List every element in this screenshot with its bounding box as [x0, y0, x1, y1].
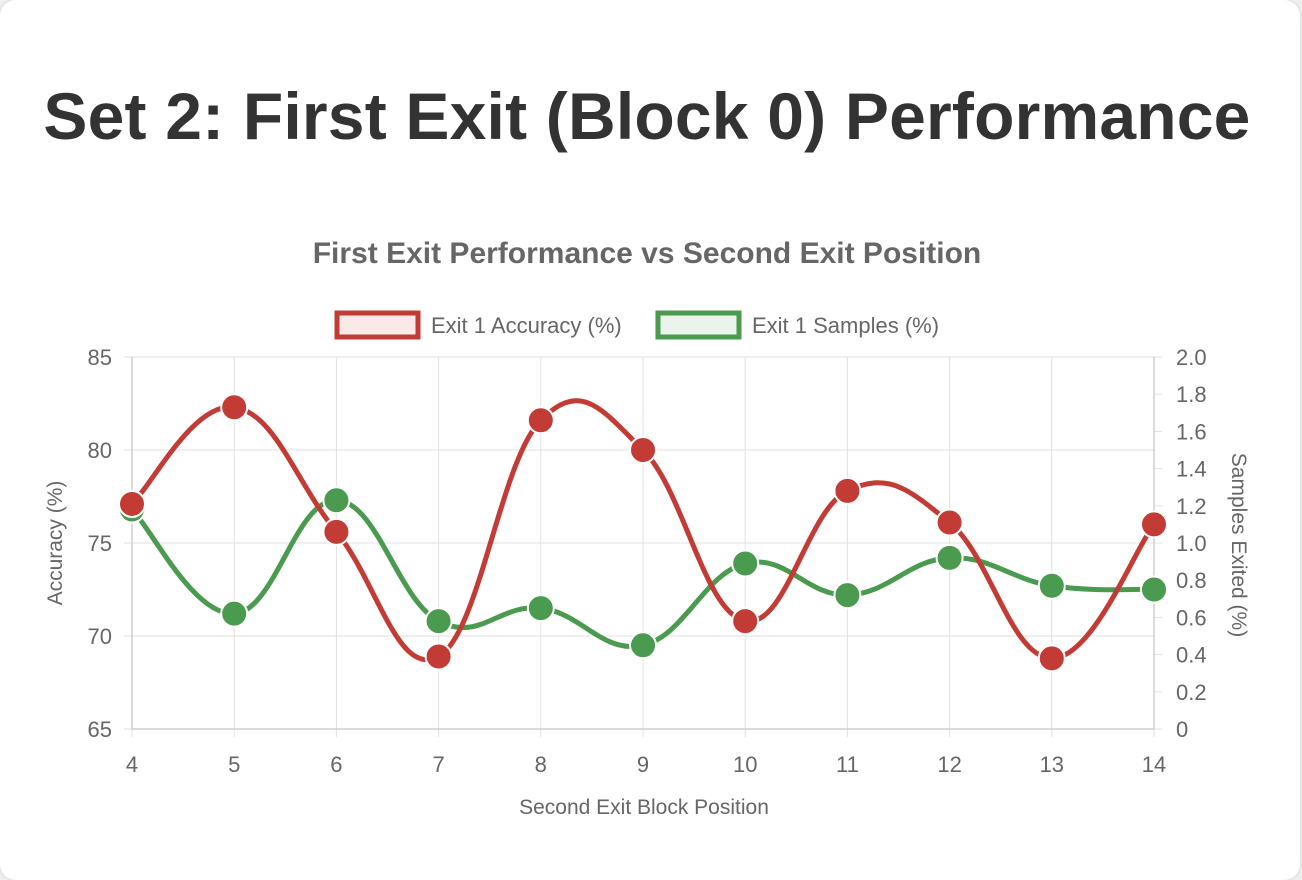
y2-tick-label: 1.2: [1176, 494, 1207, 519]
y2-tick-label: 0.8: [1176, 568, 1207, 593]
data-point-accuracy: [731, 607, 760, 636]
y2-tick-label: 0.2: [1176, 680, 1207, 705]
data-point-samples: [1140, 575, 1168, 604]
y2-tick-label: 1.0: [1176, 531, 1207, 556]
y2-axis-label: Samples Exited (%): [1227, 453, 1250, 637]
x-tick-label: 8: [535, 752, 547, 777]
data-point-accuracy: [935, 508, 964, 537]
y-tick-label: 75: [88, 531, 112, 556]
x-tick-label: 9: [637, 752, 649, 777]
axes: 4 5 6 7 8 9 10 11 12 13 14 85 80 75 70 65 2.0 1.8 1.6 1.4 1.…: [88, 345, 1207, 777]
y2-tick-label: 2.0: [1176, 345, 1207, 370]
x-tick-label: 13: [1040, 752, 1064, 777]
y2-tick-label: 1.8: [1176, 382, 1207, 407]
data-point-accuracy: [322, 517, 351, 546]
data-point-accuracy: [118, 489, 146, 518]
data-point-accuracy: [1140, 510, 1168, 539]
y2-tick-label: 0: [1176, 717, 1188, 742]
x-tick-label: 5: [228, 752, 240, 777]
legend: Exit 1 Accuracy (%) Exit 1 Samples (%): [334, 310, 939, 340]
data-point-samples: [1037, 571, 1066, 600]
y-tick-label: 70: [88, 624, 112, 649]
x-tick-label: 12: [937, 752, 961, 777]
legend-label-accuracy: Exit 1 Accuracy (%): [431, 313, 622, 338]
legend-label-samples: Exit 1 Samples (%): [752, 313, 939, 338]
data-point-samples: [731, 549, 760, 578]
data-point-accuracy: [424, 642, 453, 671]
legend-swatch-accuracy: [334, 310, 421, 340]
data-point-accuracy: [220, 393, 249, 422]
chart-title: First Exit Performance vs Second Exit Po…: [313, 237, 982, 270]
x-axis-label: Second Exit Block Position: [519, 796, 769, 819]
y2-tick-label: 1.4: [1176, 457, 1207, 482]
x-tick-label: 6: [330, 752, 342, 777]
y2-tick-label: 0.6: [1176, 605, 1207, 630]
data-point-accuracy: [1037, 644, 1066, 673]
data-point-samples: [833, 581, 862, 610]
y-tick-label: 85: [88, 345, 112, 370]
x-tick-label: 7: [432, 752, 444, 777]
y2-tick-label: 1.6: [1176, 419, 1207, 444]
data-point-samples: [220, 599, 249, 628]
data-point-accuracy: [526, 406, 555, 435]
y2-tick-label: 0.4: [1176, 643, 1207, 668]
data-point-samples: [322, 486, 351, 515]
y-axis-label: Accuracy (%): [44, 481, 67, 606]
x-tick-label: 14: [1142, 752, 1166, 777]
x-tick-label: 10: [733, 752, 757, 777]
page-title: Set 2: First Exit (Block 0) Performance: [43, 79, 1251, 153]
data-point-accuracy: [833, 476, 862, 505]
data-point-samples: [935, 543, 964, 572]
data-point-samples: [526, 594, 555, 623]
grid: [124, 356, 1162, 737]
y-tick-label: 65: [88, 717, 112, 742]
data-point-samples: [424, 607, 453, 636]
legend-swatch-samples: [655, 310, 742, 340]
y-tick-label: 80: [88, 438, 112, 463]
x-tick-label: 11: [836, 752, 859, 777]
data-point-accuracy: [629, 436, 657, 464]
series-layer: [118, 393, 1168, 673]
x-tick-label: 4: [126, 752, 138, 777]
data-point-samples: [629, 631, 657, 660]
